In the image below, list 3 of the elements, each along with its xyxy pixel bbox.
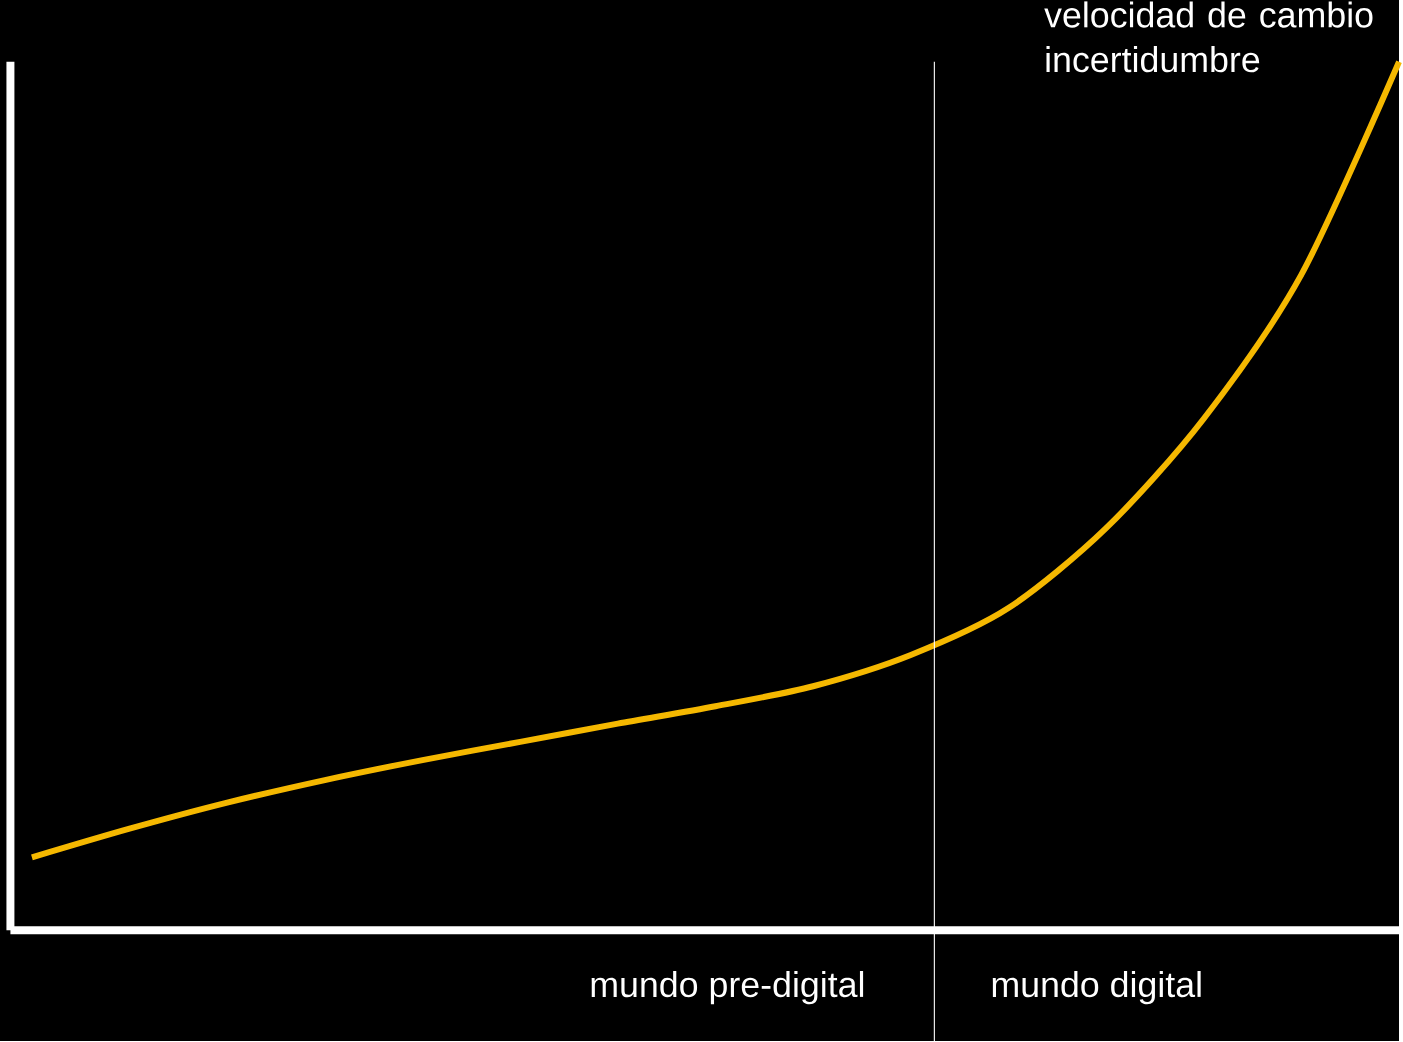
text: mundo pre-digital: [591, 970, 864, 1005]
annotation: velocidad de cambio incertidumbre: [1044, 1, 1373, 73]
text: mundo digital: [992, 970, 1201, 1005]
